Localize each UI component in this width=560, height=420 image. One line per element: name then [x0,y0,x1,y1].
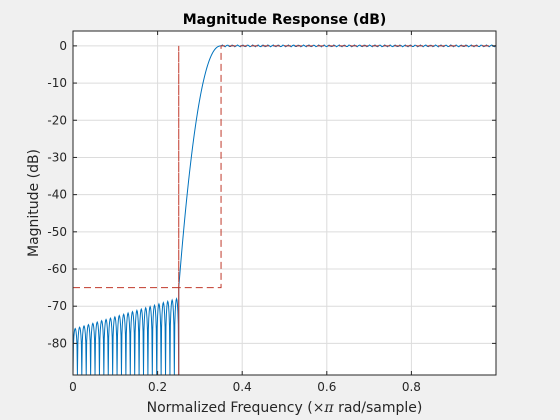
x-axis-label-suffix: rad/sample) [334,400,423,416]
x-tick-label: 0.2 [148,380,167,394]
x-tick-label: 0 [69,380,77,394]
x-axis-label-pi: ×π [313,400,335,416]
plot-border [72,30,497,376]
x-tick-label: 0.4 [233,380,252,394]
y-tick-label: -60 [47,262,67,276]
data-layer [72,44,497,376]
y-tick-label: 0 [59,39,67,53]
y-tick-label: -50 [47,225,67,239]
y-tick-label: -10 [47,76,67,90]
y-tick-label: -20 [47,113,67,127]
y-axis-label: Magnitude (dB) [26,149,42,257]
x-axis-label: Normalized Frequency (×π rad/sample) [147,400,423,416]
tick-layer: 0 0.2 0.4 0.6 0.8 0 -10 -20 -30 -40 -50 -60 -70 -80 [47,31,496,394]
chart-title: Magnitude Response (dB) [183,12,387,28]
y-tick-label: -80 [47,336,67,350]
plot-area [73,31,496,375]
y-tick-label: -70 [47,299,67,313]
x-tick-label: 0.6 [317,380,336,394]
x-tick-label: 0.8 [402,380,421,394]
y-tick-label: -40 [47,188,67,202]
spec-mask-line [73,45,496,375]
grid-layer [73,31,496,375]
magnitude-response-line [72,44,497,376]
y-tick-label: -30 [47,150,67,164]
x-axis-label-prefix: Normalized Frequency ( [147,400,313,416]
